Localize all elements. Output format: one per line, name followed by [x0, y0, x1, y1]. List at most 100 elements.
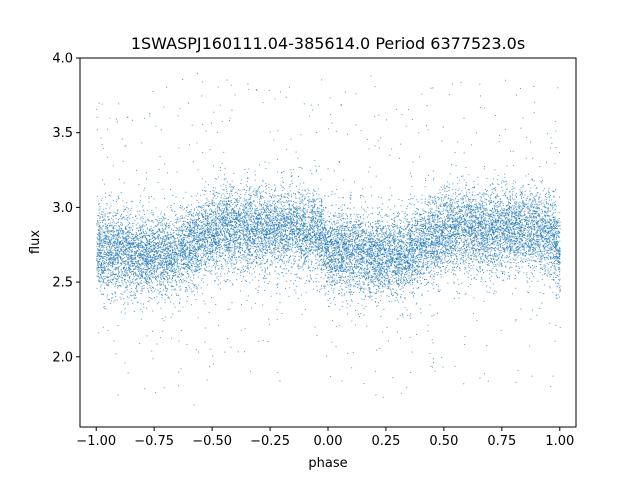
- data-point: [156, 271, 157, 272]
- data-point: [188, 285, 189, 286]
- data-point: [303, 264, 304, 265]
- data-point: [163, 251, 164, 252]
- data-point: [395, 274, 396, 275]
- data-point: [337, 233, 338, 234]
- data-point: [149, 300, 150, 301]
- data-point: [305, 213, 306, 214]
- data-point: [217, 231, 218, 232]
- data-point: [499, 232, 500, 233]
- data-point: [487, 232, 488, 233]
- data-point: [447, 206, 448, 207]
- data-point: [324, 259, 325, 260]
- data-point: [395, 275, 396, 276]
- data-point: [355, 224, 356, 225]
- data-point: [207, 249, 208, 250]
- data-point: [313, 250, 314, 251]
- data-point: [319, 194, 320, 195]
- data-point: [391, 225, 392, 226]
- data-point: [96, 253, 97, 254]
- data-point: [182, 251, 183, 252]
- data-point: [171, 205, 172, 206]
- data-point: [146, 276, 147, 277]
- data-point: [111, 239, 112, 240]
- data-point: [172, 286, 173, 287]
- data-point: [239, 190, 240, 191]
- data-point: [359, 220, 360, 221]
- data-point: [457, 201, 458, 202]
- data-point: [124, 270, 125, 271]
- data-point: [461, 190, 462, 191]
- data-point: [559, 287, 560, 288]
- data-point: [511, 241, 512, 242]
- data-point: [181, 368, 182, 369]
- data-point: [126, 236, 127, 237]
- data-point: [206, 246, 207, 247]
- data-point: [176, 259, 177, 260]
- data-point: [139, 225, 140, 226]
- data-point: [178, 295, 179, 296]
- data-point: [295, 207, 296, 208]
- data-point: [452, 263, 453, 264]
- data-point: [420, 233, 421, 234]
- data-point: [283, 171, 284, 172]
- data-point: [346, 282, 347, 283]
- data-point: [150, 288, 151, 289]
- data-point: [284, 261, 285, 262]
- data-point: [269, 234, 270, 235]
- data-point: [106, 253, 107, 254]
- data-point: [438, 193, 439, 194]
- data-point: [493, 226, 494, 227]
- data-point: [516, 197, 517, 198]
- data-point: [369, 234, 370, 235]
- data-point: [113, 238, 114, 239]
- data-point: [212, 222, 213, 223]
- data-point: [387, 286, 388, 287]
- data-point: [478, 202, 479, 203]
- data-point: [404, 284, 405, 285]
- data-point: [256, 90, 257, 91]
- data-point: [374, 285, 375, 286]
- data-point: [204, 226, 205, 227]
- data-point: [283, 225, 284, 226]
- data-point: [214, 263, 215, 264]
- data-point: [430, 223, 431, 224]
- data-point: [279, 227, 280, 228]
- data-point: [277, 287, 278, 288]
- data-point: [551, 137, 552, 138]
- data-point: [185, 291, 186, 292]
- data-point: [469, 201, 470, 202]
- data-point: [205, 211, 206, 212]
- data-point: [412, 244, 413, 245]
- data-point: [405, 216, 406, 217]
- data-point: [155, 268, 156, 269]
- data-point: [255, 191, 256, 192]
- data-point: [179, 277, 180, 278]
- data-point: [428, 242, 429, 243]
- data-point: [320, 233, 321, 234]
- data-point: [515, 254, 516, 255]
- data-point: [472, 240, 473, 241]
- data-point: [98, 281, 99, 282]
- data-point: [398, 268, 399, 269]
- data-point: [195, 260, 196, 261]
- data-point: [262, 229, 263, 230]
- data-point: [353, 279, 354, 280]
- data-point: [241, 233, 242, 234]
- data-point: [235, 233, 236, 234]
- data-point: [506, 181, 507, 182]
- data-point: [223, 152, 224, 153]
- data-point: [347, 223, 348, 224]
- data-point: [454, 210, 455, 211]
- data-point: [494, 205, 495, 206]
- data-point: [193, 213, 194, 214]
- data-point: [376, 285, 377, 286]
- data-point: [113, 200, 114, 201]
- data-point: [98, 204, 99, 205]
- data-point: [150, 298, 151, 299]
- data-point: [272, 241, 273, 242]
- data-point: [106, 308, 107, 309]
- data-point: [265, 186, 266, 187]
- data-point: [316, 242, 317, 243]
- data-point: [247, 232, 248, 233]
- data-point: [332, 278, 333, 279]
